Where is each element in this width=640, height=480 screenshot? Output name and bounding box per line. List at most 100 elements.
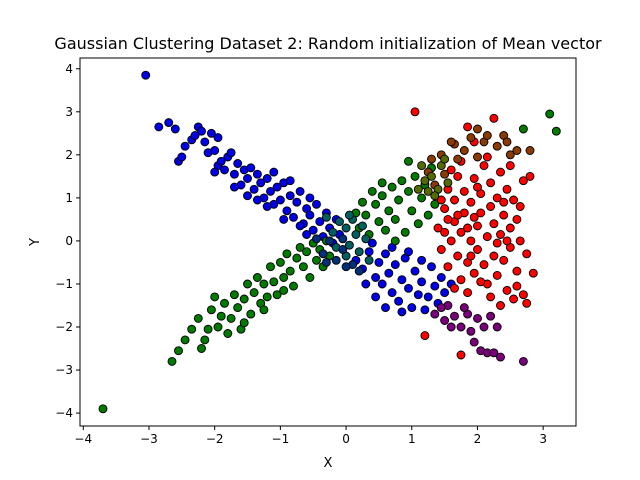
- data-point: [420, 331, 430, 341]
- data-point: [312, 199, 321, 209]
- data-point: [427, 171, 436, 181]
- data-point: [252, 273, 262, 282]
- data-point: [187, 324, 197, 334]
- data-point: [459, 303, 469, 313]
- data-point: [469, 212, 479, 222]
- data-point: [489, 251, 499, 261]
- data-point: [394, 296, 404, 306]
- data-point: [371, 292, 381, 302]
- data-point: [295, 221, 305, 231]
- data-point: [436, 245, 446, 254]
- data-point: [170, 124, 180, 134]
- data-point: [515, 202, 525, 211]
- data-point: [197, 344, 206, 353]
- data-point: [436, 273, 446, 282]
- data-point: [384, 206, 394, 216]
- data-point: [446, 322, 456, 332]
- data-point: [413, 290, 423, 300]
- y-axis-label: Y: [28, 238, 43, 247]
- data-point: [492, 322, 502, 332]
- data-point: [427, 154, 436, 164]
- data-point: [492, 141, 502, 151]
- data-point: [486, 178, 496, 188]
- x-axis: −4 −3 −2 −1 0 1 2 3: [74, 426, 547, 446]
- data-point: [502, 184, 512, 194]
- data-point: [318, 249, 328, 259]
- data-point: [305, 193, 315, 203]
- points-layer: [98, 70, 561, 414]
- data-point: [193, 313, 203, 323]
- data-point: [453, 251, 463, 261]
- data-point: [312, 255, 321, 265]
- data-point: [463, 223, 473, 233]
- data-point: [509, 195, 519, 205]
- data-point: [518, 290, 528, 300]
- data-point: [275, 195, 285, 205]
- data-point: [390, 236, 400, 246]
- data-point: [229, 182, 239, 192]
- data-point: [397, 176, 407, 186]
- data-point: [499, 210, 509, 220]
- data-point: [430, 309, 440, 319]
- data-point: [446, 165, 456, 175]
- data-point: [262, 202, 272, 211]
- data-point: [518, 176, 528, 186]
- data-point: [269, 167, 279, 177]
- data-point: [387, 288, 397, 298]
- data-point: [390, 214, 400, 224]
- chart-title: Gaussian Clustering Dataset 2: Random in…: [54, 34, 602, 53]
- data-point: [206, 128, 216, 138]
- data-point: [473, 221, 482, 231]
- data-point: [518, 356, 528, 366]
- data-point: [98, 404, 108, 414]
- data-point: [269, 277, 279, 287]
- data-point: [197, 126, 206, 136]
- data-point: [502, 285, 512, 295]
- data-point: [213, 133, 223, 143]
- data-point: [463, 288, 473, 298]
- data-point: [381, 249, 390, 259]
- data-point: [440, 316, 450, 325]
- y-tick-label: 4: [65, 62, 73, 76]
- data-point: [489, 348, 499, 358]
- data-point: [473, 182, 482, 192]
- data-point: [305, 210, 315, 220]
- data-point: [407, 206, 417, 216]
- data-point: [407, 303, 417, 313]
- data-point: [394, 195, 404, 205]
- x-tick-label: 1: [408, 432, 416, 446]
- data-point: [364, 247, 374, 257]
- data-point: [177, 152, 187, 162]
- data-point: [308, 225, 318, 235]
- data-point: [167, 356, 177, 366]
- data-point: [496, 352, 505, 362]
- data-point: [522, 298, 532, 308]
- data-point: [361, 210, 371, 220]
- data-point: [518, 124, 528, 134]
- data-point: [492, 270, 502, 280]
- x-tick-label: −1: [272, 432, 290, 446]
- x-tick-label: 2: [474, 432, 482, 446]
- x-axis-label: X: [324, 456, 333, 471]
- data-point: [502, 137, 512, 147]
- data-point: [440, 227, 450, 237]
- data-point: [243, 191, 252, 201]
- data-point: [364, 255, 374, 265]
- data-point: [312, 234, 321, 244]
- data-point: [473, 124, 482, 134]
- data-point: [525, 171, 535, 181]
- data-point: [456, 350, 466, 360]
- data-point: [335, 217, 344, 227]
- data-point: [266, 262, 275, 272]
- data-point: [545, 109, 555, 119]
- data-point: [420, 305, 430, 315]
- data-point: [272, 182, 282, 192]
- data-point: [377, 178, 387, 188]
- data-point: [292, 253, 302, 263]
- data-point: [512, 214, 522, 224]
- data-point: [522, 249, 532, 259]
- y-tick-label: −4: [55, 406, 73, 420]
- data-point: [453, 154, 463, 164]
- data-point: [515, 236, 525, 246]
- data-point: [479, 322, 489, 332]
